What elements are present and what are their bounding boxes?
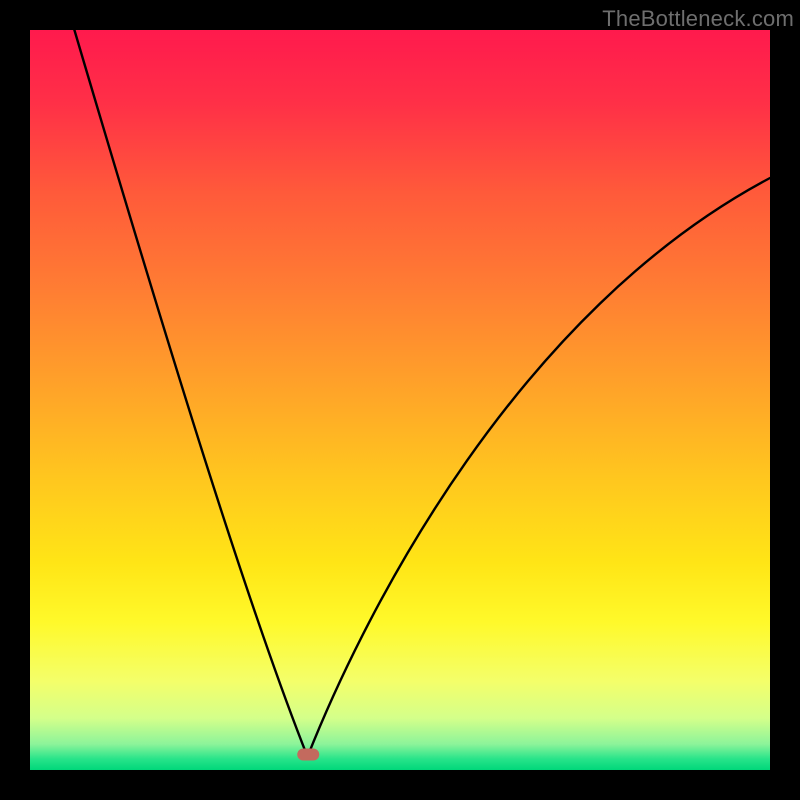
bottleneck-chart — [0, 0, 800, 800]
chart-container: { "canvas": { "width": 800, "height": 80… — [0, 0, 800, 800]
plot-area — [30, 30, 770, 770]
optimum-marker — [297, 748, 319, 760]
watermark-text: TheBottleneck.com — [602, 6, 794, 32]
